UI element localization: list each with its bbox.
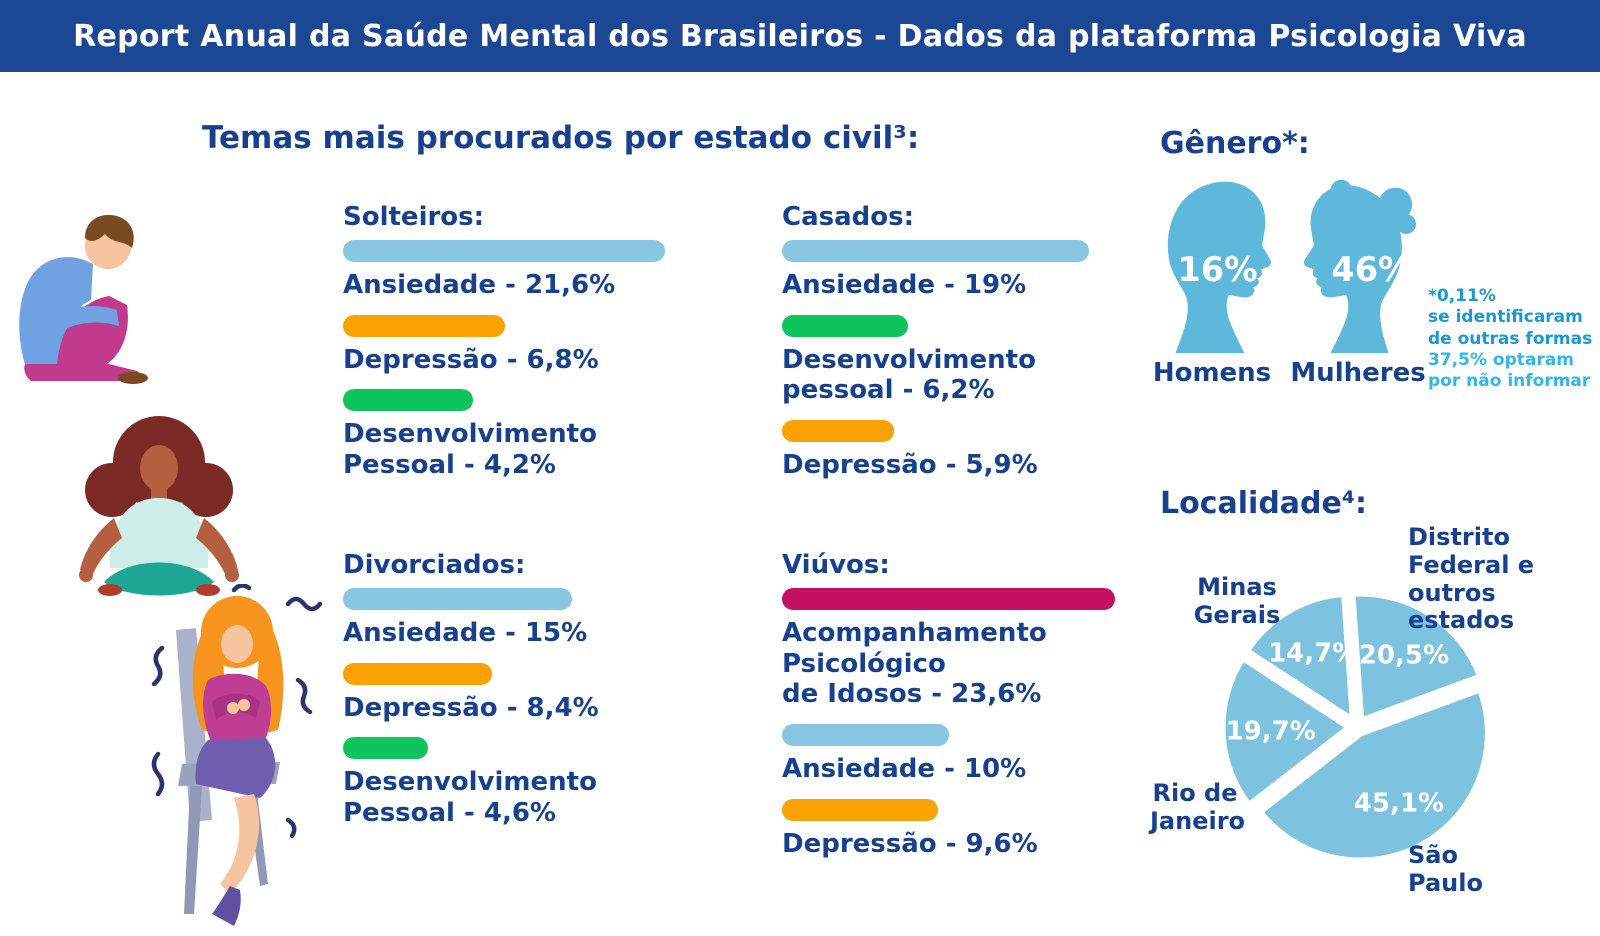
pie-slice-percentage-1: 45,1%	[1354, 789, 1444, 819]
bar-casados-depressao	[782, 420, 894, 443]
group-solteiros: Solteiros: Ansiedade - 21,6% Depressão -…	[343, 202, 723, 495]
themes-section-title: Temas mais procurados por estado civil³:	[202, 120, 920, 156]
bar-solteiros-depressao	[343, 314, 505, 337]
bar-casados-desenvolvimento	[782, 314, 908, 337]
label-divorciados-desenvolvimento: Desenvolvimento Pessoal - 4,6%	[343, 767, 597, 829]
note-not-informed: 37,5% optaram por não informar	[1428, 350, 1591, 392]
gender-pictogram: 16% Homens 46% Mulheres	[1146, 170, 1426, 388]
male-percentage: 16%	[1178, 250, 1258, 289]
pie-slice-1	[1255, 685, 1492, 865]
pie-slice-0	[1348, 589, 1485, 725]
male-label: Homens	[1152, 358, 1272, 388]
group-heading-divorciados: Divorciados:	[343, 550, 526, 580]
gender-title: Gênero*:	[1160, 126, 1310, 161]
female-percentage: 46%	[1331, 250, 1411, 289]
note-other-genders: *0,11% se identificaram de outras formas	[1428, 286, 1593, 349]
pie-slice-percentage-2: 19,7%	[1226, 717, 1316, 747]
label-viuvos-ansiedade: Ansiedade - 10%	[782, 754, 1027, 785]
female-label: Mulheres	[1290, 358, 1426, 388]
bar-divorciados-ansiedade	[343, 588, 572, 610]
pie-slice-2	[1218, 653, 1354, 810]
bar-solteiros-desenvolvimento	[343, 389, 473, 412]
label-solteiros-depressao: Depressão - 6,8%	[343, 344, 599, 375]
label-divorciados-depressao: Depressão - 8,4%	[343, 692, 599, 723]
label-casados-ansiedade: Ansiedade - 19%	[782, 270, 1027, 300]
label-solteiros-ansiedade: Ansiedade - 21,6%	[343, 270, 616, 300]
bar-viuvos-ansiedade	[782, 724, 949, 747]
pie-slice-3	[1242, 589, 1357, 725]
bar-viuvos-acompanhamento	[782, 588, 1115, 610]
bar-divorciados-depressao	[343, 662, 492, 685]
label-viuvos-acompanhamento: Acompanhamento Psicológico de Idosos - 2…	[782, 618, 1047, 710]
bar-casados-ansiedade	[782, 240, 1089, 262]
locality-pie-chart: 20,5% 45,1% 19,7% 14,7%	[1218, 589, 1492, 865]
pie-slice-percentage-3: 14,7%	[1268, 639, 1358, 669]
gender-female: 46% Mulheres	[1290, 170, 1426, 388]
label-divorciados-ansiedade: Ansiedade - 15%	[343, 618, 588, 648]
bar-solteiros-ansiedade	[343, 240, 665, 262]
pie-slice-percentage-0: 20,5%	[1359, 641, 1449, 671]
group-heading-casados: Casados:	[782, 202, 914, 232]
female-silhouette-icon: 46%	[1304, 179, 1417, 354]
bar-divorciados-desenvolvimento	[343, 737, 428, 760]
group-divorciados: Divorciados: Ansiedade - 15% Depressão -…	[343, 550, 723, 843]
header-bar: Report Anual da Saúde Mental dos Brasile…	[0, 0, 1600, 72]
page-title: Report Anual da Saúde Mental dos Brasile…	[73, 18, 1527, 54]
label-viuvos-depressao: Depressão - 9,6%	[782, 828, 1038, 859]
group-heading-viuvos: Viúvos:	[782, 550, 890, 580]
group-viuvos: Viúvos: Acompanhamento Psicológico de Id…	[782, 550, 1162, 873]
pie-label-sao-paulo: São Paulo	[1408, 841, 1483, 897]
pie-label-minas-gerais: Minas Gerais	[1193, 573, 1281, 629]
male-silhouette-icon: 16%	[1167, 181, 1271, 354]
gender-male: 16% Homens	[1146, 170, 1278, 388]
pie-label-rio-de-janeiro: Rio de Janeiro	[1150, 779, 1246, 835]
meditating-woman-illustration	[79, 416, 239, 596]
anxious-woman-illustration	[151, 584, 323, 926]
group-heading-solteiros: Solteiros:	[343, 202, 485, 232]
bar-viuvos-depressao	[782, 798, 938, 821]
group-casados: Casados: Ansiedade - 19% Desenvolvimento…	[782, 202, 1162, 495]
label-casados-depressao: Depressão - 5,9%	[782, 450, 1038, 481]
label-solteiros-desenvolvimento: Desenvolvimento Pessoal - 4,2%	[343, 419, 597, 481]
label-casados-desenvolvimento: Desenvolvimento pessoal - 6,2%	[782, 344, 1036, 406]
pie-label-distrito-federal: Distrito Federal e outros estados	[1408, 523, 1535, 635]
sad-man-illustration	[19, 214, 148, 384]
locality-title: Localidade⁴:	[1160, 486, 1367, 521]
